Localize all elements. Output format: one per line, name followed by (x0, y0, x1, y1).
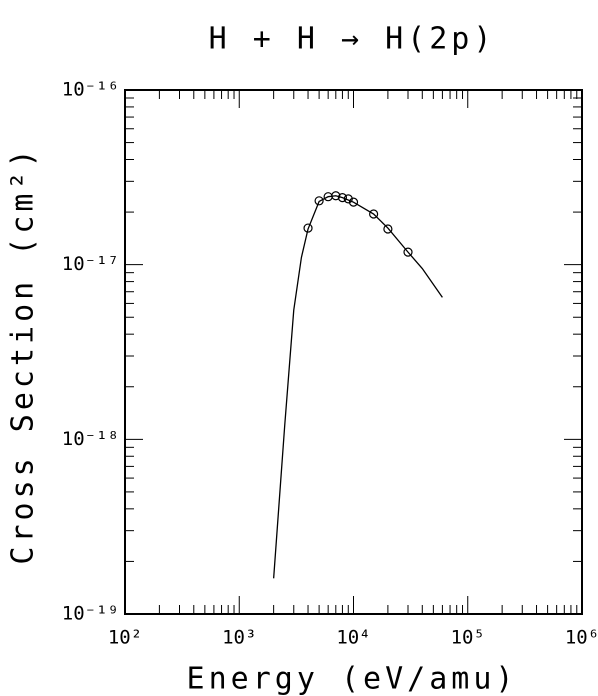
x-tick-label: 10⁴ (336, 627, 370, 649)
data-point (343, 194, 353, 204)
y-axis-label: Cross Section (cm²) (6, 145, 41, 564)
data-point (314, 196, 324, 206)
y-tick-label: 10⁻¹⁸ (62, 428, 119, 450)
x-tick-label: 10⁶ (565, 627, 598, 649)
data-point (403, 247, 413, 257)
data-point (331, 191, 341, 201)
y-tick-label: 10⁻¹⁶ (62, 79, 119, 101)
data-point (303, 223, 313, 233)
plot-frame (124, 89, 583, 615)
data-point (337, 193, 348, 203)
x-tick-label: 10² (108, 627, 142, 649)
data-point (348, 197, 359, 207)
data-line (272, 195, 443, 579)
y-tick-label: 10⁻¹⁹ (62, 603, 119, 625)
data-point (369, 209, 379, 219)
y-tick-label: 10⁻¹⁷ (62, 253, 119, 275)
x-tick-label: 10³ (222, 627, 256, 649)
chart-title: H + H → H(2p) (209, 22, 496, 57)
data-point (383, 224, 393, 234)
x-tick-label: 10⁵ (451, 627, 485, 649)
x-axis-label: Energy (eV/amu) (187, 662, 518, 696)
